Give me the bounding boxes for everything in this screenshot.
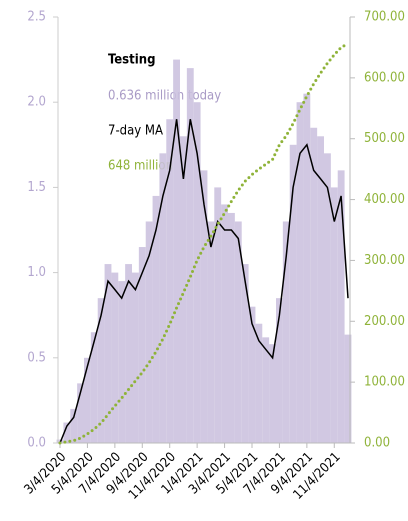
bar	[125, 264, 132, 443]
bar	[296, 102, 304, 443]
bar	[173, 59, 180, 443]
bar	[262, 337, 270, 443]
y2-tick-label: 100.00	[364, 375, 405, 390]
bar	[310, 127, 318, 443]
bar	[111, 272, 119, 443]
bar	[90, 332, 98, 443]
y2-tick-label: 600.00	[364, 70, 405, 85]
y-tick-label: 0.0	[27, 436, 46, 451]
bar	[97, 298, 105, 443]
bar	[138, 247, 146, 443]
y-tick-label: 2.5	[27, 10, 46, 25]
y2-tick-label: 200.00	[364, 314, 405, 329]
bar	[303, 93, 311, 444]
y2-tick-label: 400.00	[364, 192, 405, 207]
bar	[118, 281, 126, 443]
bar	[269, 344, 276, 443]
bar	[70, 408, 78, 443]
chart-title: Testing	[108, 53, 155, 68]
y2-tick-label: 0.00	[364, 436, 390, 451]
bar	[166, 119, 174, 444]
bar	[186, 68, 194, 444]
y2-tick-label: 300.00	[364, 253, 405, 268]
y-tick-label: 1.0	[27, 265, 46, 280]
y-tick-label: 1.5	[27, 180, 46, 195]
bar	[200, 170, 208, 444]
y-tick-label: 0.5	[27, 350, 46, 365]
ma-line	[59, 119, 349, 444]
bar	[145, 221, 153, 443]
bar	[324, 153, 331, 443]
bar	[159, 153, 167, 443]
bar	[132, 272, 139, 443]
bar	[241, 264, 249, 443]
y2-tick-label: 700.00	[364, 10, 405, 25]
legend-label: 0.636 million today	[108, 89, 221, 104]
bar	[289, 144, 297, 444]
bar	[255, 323, 263, 443]
bar	[330, 187, 338, 443]
bar	[104, 264, 112, 443]
bar	[193, 102, 201, 443]
legend-label: 7-day MA	[108, 124, 163, 139]
bar	[207, 221, 215, 443]
bar	[221, 204, 228, 443]
bar	[228, 212, 235, 443]
y-tick-label: 2.0	[27, 95, 46, 110]
bar	[234, 221, 242, 443]
bar	[276, 298, 283, 443]
bar	[152, 195, 160, 443]
bar	[248, 306, 256, 443]
bar	[317, 136, 324, 443]
legend-label: 648 million	[108, 159, 173, 174]
bar	[84, 357, 91, 443]
bar	[344, 334, 352, 443]
bar	[337, 170, 345, 444]
bar	[63, 422, 71, 443]
bar	[282, 221, 290, 443]
y2-tick-label: 500.00	[364, 131, 405, 146]
bar	[214, 187, 222, 443]
bar	[77, 383, 84, 443]
